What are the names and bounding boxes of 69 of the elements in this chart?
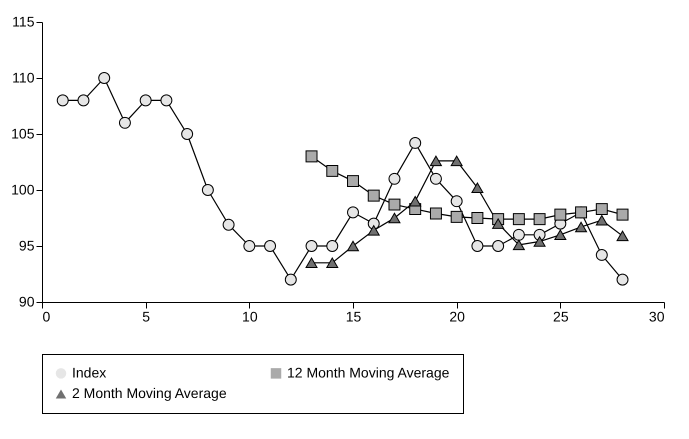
point (616, 274, 629, 286)
point (409, 136, 422, 149)
point (98, 72, 110, 84)
point (347, 206, 359, 218)
point (326, 240, 338, 252)
point (430, 208, 442, 220)
point (492, 240, 504, 252)
point (512, 228, 525, 241)
y-tick-label: 90 (18, 294, 35, 310)
point (616, 230, 629, 242)
x-tick-label: 25 (553, 308, 569, 324)
point (388, 212, 400, 224)
point (243, 240, 256, 252)
point (471, 240, 484, 252)
point (492, 218, 504, 229)
point (326, 258, 338, 268)
point (306, 240, 318, 252)
y-tick-label: 115 (12, 14, 35, 30)
point (202, 184, 214, 196)
point (77, 94, 90, 106)
point (596, 203, 608, 216)
point (450, 210, 463, 223)
point (160, 94, 172, 106)
y-tick-label: 95 (18, 238, 35, 254)
point (181, 128, 194, 140)
point (306, 150, 318, 162)
y-tick-label: 100 (11, 182, 35, 198)
legend-label: 12 Month Moving Average (287, 364, 450, 380)
x-tick-label: 0 (42, 308, 50, 324)
point (534, 213, 546, 226)
point (388, 172, 400, 185)
point (450, 195, 463, 208)
point (388, 198, 400, 211)
point (430, 156, 442, 166)
legend-label: Index (72, 364, 106, 380)
point (368, 225, 380, 236)
point (471, 182, 484, 194)
point (596, 214, 608, 226)
point (409, 196, 422, 206)
point (512, 240, 525, 250)
point (534, 236, 546, 247)
point (326, 164, 338, 177)
point (450, 156, 463, 166)
point (430, 172, 442, 185)
point (554, 230, 566, 240)
point (616, 208, 629, 221)
point (284, 274, 297, 286)
point (554, 208, 566, 221)
x-tick-label: 10 (242, 308, 258, 324)
x-tick-label: 5 (142, 308, 150, 324)
point (118, 116, 131, 129)
y-tick-label: 110 (12, 70, 35, 86)
point (347, 240, 359, 252)
point (471, 212, 484, 224)
point (140, 94, 152, 106)
x-tick-label: 30 (648, 308, 665, 324)
point (222, 218, 235, 231)
point (56, 94, 69, 106)
legend-label: 2 Month Moving Average (72, 385, 227, 401)
point (347, 175, 359, 188)
point (596, 248, 608, 261)
point (512, 213, 525, 226)
point (368, 190, 380, 202)
y-tick-label: 105 (11, 126, 35, 142)
point (306, 258, 318, 268)
point (575, 222, 588, 232)
x-tick-label: 20 (449, 308, 466, 324)
point (264, 240, 276, 252)
x-tick-label: 15 (346, 308, 362, 324)
